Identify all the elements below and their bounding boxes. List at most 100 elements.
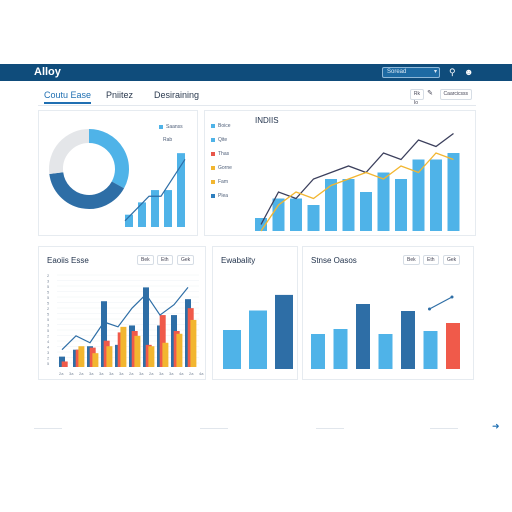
y-tick-label: 5 (47, 361, 50, 366)
bar (162, 342, 169, 367)
filter-button[interactable]: Eth (423, 255, 439, 265)
toolbar-button[interactable]: Rk Io (409, 89, 424, 106)
legend-item: Thas (211, 151, 229, 157)
bar (446, 323, 460, 369)
legend-item: Rab (163, 137, 172, 143)
y-tick-label: 2 (47, 306, 50, 311)
donut-slice (49, 171, 125, 209)
bar (78, 346, 85, 367)
x-tick-label: 3a (169, 371, 174, 376)
divider (200, 428, 228, 429)
bar (342, 179, 355, 231)
y-tick-label: 3 (47, 279, 50, 284)
filter-button[interactable]: Gek (443, 255, 461, 265)
panel-title: Stnse Oasos (311, 256, 357, 265)
tab-design[interactable]: Desiraining (154, 90, 200, 100)
bar (138, 202, 146, 227)
series-line (260, 152, 454, 232)
indices-chart (255, 132, 460, 232)
x-tick-label: 3a (109, 371, 114, 376)
legend-item: Fam (211, 179, 228, 185)
bar (447, 153, 460, 231)
bar (423, 331, 438, 369)
legend-label: Thas (218, 151, 230, 157)
bar (412, 159, 425, 231)
x-tick-label: 3a (99, 371, 104, 376)
y-tick-label: 3 (47, 350, 50, 355)
filter-button[interactable]: Bek (403, 255, 420, 265)
divider (316, 428, 344, 429)
trend-line (61, 287, 189, 351)
bar (356, 304, 370, 369)
legend-item: Saanss (159, 124, 183, 130)
bar (223, 330, 241, 369)
y-tick-label: 5 (47, 284, 50, 289)
app-title: Alloy (34, 66, 61, 78)
bar-chart (223, 294, 293, 369)
bar-chart (311, 295, 460, 369)
bar (176, 333, 183, 367)
y-tick-label: 5 (47, 328, 50, 333)
bar (125, 214, 133, 227)
bottom-right-panel: Stnse Oasos Bek Eth Gek (302, 246, 474, 380)
filter-button[interactable]: Gek (177, 255, 195, 265)
search-input[interactable]: Soread ▾ (382, 67, 440, 78)
legend-label: Boice (218, 123, 231, 129)
x-tick-label: 3a (139, 371, 144, 376)
arrow-icon[interactable]: ➜ (492, 421, 500, 431)
y-tick-label: 5 (47, 301, 50, 306)
legend-label: Qite (218, 137, 228, 143)
tab-overview[interactable]: Coutu Ease (44, 90, 92, 104)
line-point (450, 295, 454, 299)
line-point (428, 307, 431, 311)
tab-bar: Coutu Ease Pniitez Desiraining Rk Io ✎ C… (38, 84, 476, 106)
donut-slice (49, 129, 90, 175)
top-bar: Alloy Soread ▾ ⚲ ☻ (0, 64, 512, 81)
bar (272, 198, 285, 231)
panel-title: Eaoiis Esse (47, 256, 89, 265)
bar (377, 172, 390, 231)
customize-button[interactable]: Caarcicsss (439, 89, 472, 100)
panel-title: INDIIS (255, 116, 279, 125)
series-line (260, 132, 454, 225)
y-tick-label: 4 (47, 339, 50, 344)
y-tick-label: 5 (47, 312, 50, 317)
overview-panel: Saanss Rab (38, 110, 198, 236)
filter-button[interactable]: Eth (157, 255, 173, 265)
legend-swatch (211, 151, 215, 156)
legend-item: Qite (211, 137, 227, 143)
search-icon[interactable]: ⚲ (449, 67, 456, 77)
divider (430, 428, 458, 429)
legend-swatch (159, 124, 163, 129)
bar (325, 179, 337, 231)
x-tick-label: 2a (129, 371, 134, 376)
bar (290, 198, 302, 231)
bar (134, 335, 141, 367)
x-tick-label: 3a (159, 371, 164, 376)
bar (275, 294, 293, 369)
bar (307, 205, 320, 231)
legend-label: Rab (163, 137, 173, 143)
legend-swatch (211, 179, 215, 184)
x-tick-label: 4a (199, 371, 204, 376)
user-icon[interactable]: ☻ (464, 67, 474, 77)
trend-line (429, 296, 453, 310)
legend-item: Boice (211, 123, 231, 129)
bar (249, 310, 267, 369)
filter-button[interactable]: Bek (137, 255, 154, 265)
y-tick-label: 4 (47, 345, 50, 350)
bar (61, 361, 68, 367)
y-tick-label: 5 (47, 295, 50, 300)
bar (333, 329, 348, 369)
legend-swatch (211, 137, 215, 142)
indices-panel: INDIIS Boice Qite Thas Gorne Fam Plea (204, 110, 476, 236)
y-tick-label: 3 (47, 323, 50, 328)
x-tick-label: 2a (59, 371, 64, 376)
y-tick-label: 2 (47, 273, 50, 278)
bar (151, 190, 159, 227)
x-tick-label: 2a (79, 371, 84, 376)
legend-label: Saanss (166, 124, 183, 130)
tab-reports[interactable]: Pniitez (106, 90, 134, 100)
edit-icon[interactable]: ✎ (424, 89, 436, 100)
